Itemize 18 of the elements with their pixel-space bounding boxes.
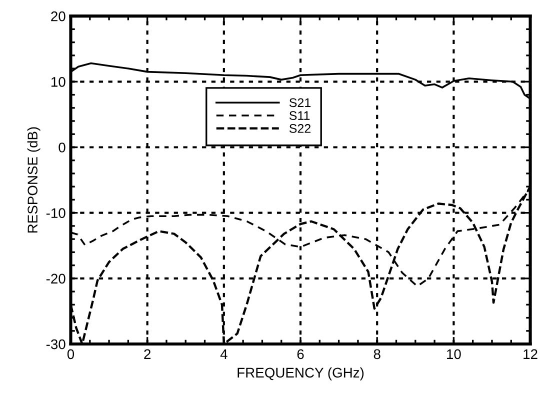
x-tick-label: 4: [220, 349, 228, 359]
y-tick-label: -10: [46, 208, 66, 218]
x-tick-label: 2: [144, 349, 150, 359]
legend-label: S21: [289, 98, 311, 108]
x-tick-label: 0: [67, 349, 74, 360]
y-tick-label: -30: [46, 339, 66, 350]
legend-label: S22: [289, 124, 310, 133]
y-tick-label: 0: [58, 142, 66, 152]
legend-label: S11: [289, 111, 310, 120]
x-tick-label: 10: [447, 349, 461, 360]
y-axis-title: RESPONSE (dB): [27, 127, 40, 233]
y-tick-label: -20: [46, 274, 66, 284]
x-tick-label: 12: [524, 349, 538, 359]
x-tick-label: 8: [374, 349, 380, 360]
x-axis-title: FREQUENCY (GHz): [238, 367, 364, 380]
y-tick-label: 20: [51, 11, 66, 22]
y-tick-label: 10: [51, 76, 66, 87]
x-tick-label: 6: [297, 349, 304, 360]
